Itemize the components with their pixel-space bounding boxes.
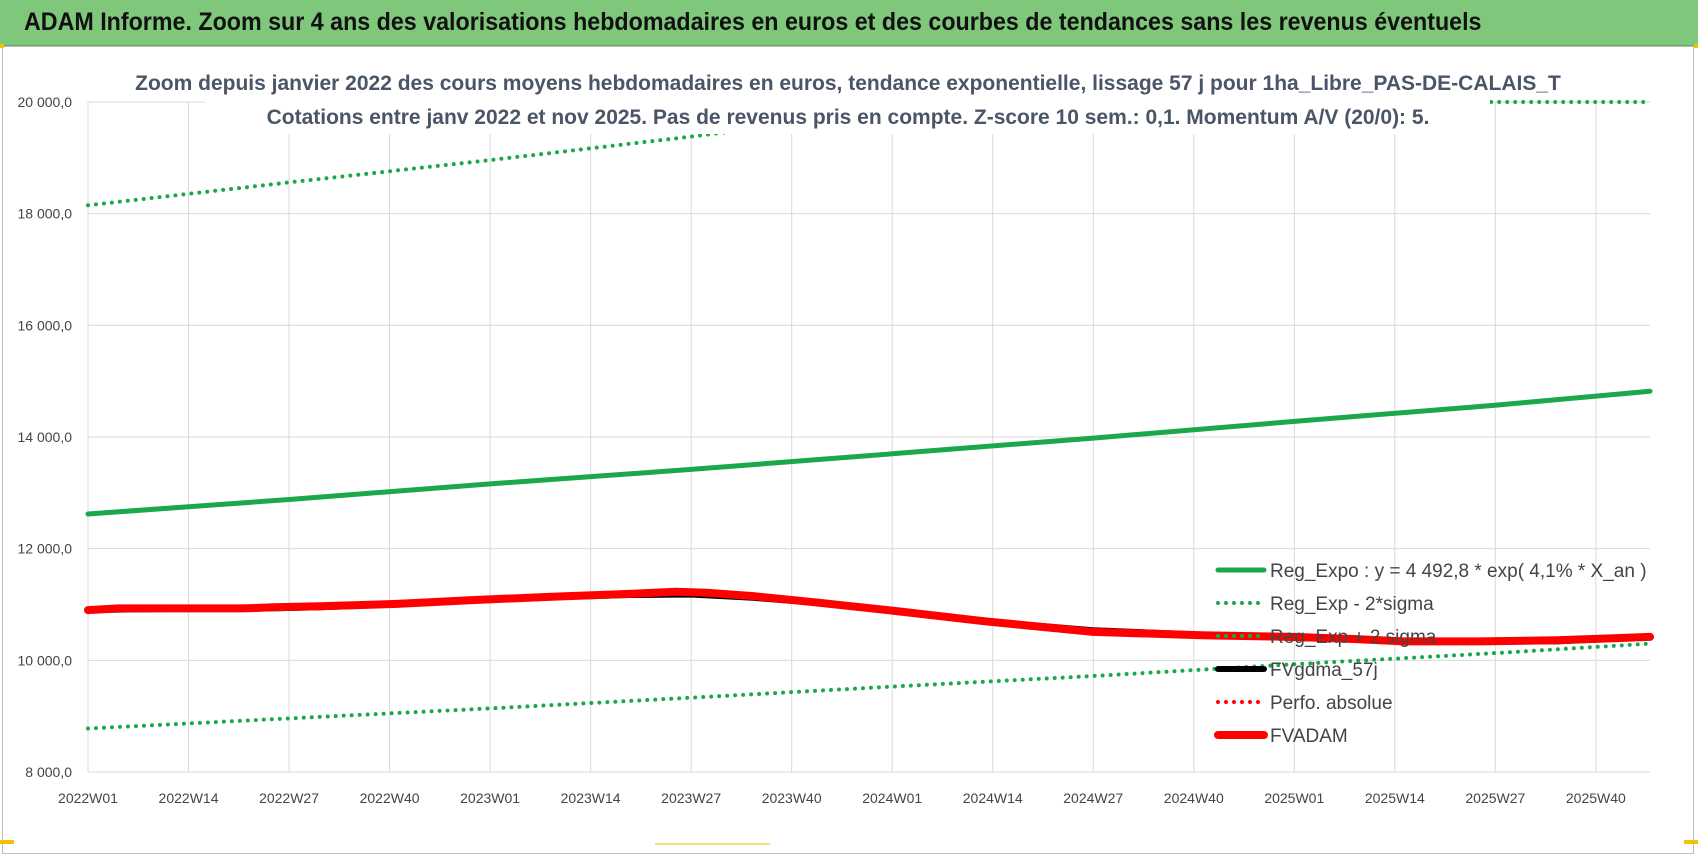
x-tick-label: 2023W40 <box>762 790 822 806</box>
x-tick-label: 2023W27 <box>661 790 721 806</box>
y-tick-label: 12 000,0 <box>18 541 73 557</box>
corner-marker-tr <box>1694 44 1698 48</box>
y-tick-label: 10 000,0 <box>18 652 73 668</box>
legend-label-2: Reg_Exp + 2 sigma <box>1270 627 1437 648</box>
legend-label-4: Perfo. absolue <box>1270 693 1393 714</box>
series-line-1 <box>86 641 1652 731</box>
corner-marker-bottom <box>655 843 770 845</box>
x-tick-label: 2024W40 <box>1164 790 1224 806</box>
series-lines <box>84 100 1654 731</box>
x-tick-label: 2022W01 <box>58 790 118 806</box>
legend-label-3: FVgdma_57j <box>1270 660 1378 681</box>
y-tick-label: 8 000,0 <box>25 764 72 780</box>
x-tick-label: 2025W40 <box>1566 790 1626 806</box>
corner-marker-tl <box>0 44 4 48</box>
series-line-5 <box>84 587 1654 646</box>
x-tick-label: 2024W01 <box>862 790 922 806</box>
legend-label-1: Reg_Exp - 2*sigma <box>1270 594 1434 615</box>
legend-label-0: Reg_Expo : y = 4 492,8 * exp( 4,1% * X_a… <box>1270 561 1647 582</box>
chart-frame <box>2 46 1694 854</box>
chart-title-line-2: Cotations entre janv 2022 et nov 2025. P… <box>267 106 1430 129</box>
chart-title-line-1: Zoom depuis janvier 2022 des cours moyen… <box>135 72 1561 95</box>
y-tick-label: 18 000,0 <box>18 206 73 222</box>
y-tick-label: 20 000,0 <box>18 94 73 110</box>
y-axis-ticks: 8 000,0 10 000,0 12 000,0 14 000,0 16 000,0 1… <box>18 94 73 780</box>
x-tick-label: 2025W14 <box>1365 790 1425 806</box>
legend: Reg_Expo : y = 4 492,8 * exp( 4,1% * X_a… <box>1214 561 1647 747</box>
report-banner: ADAM Informe. Zoom sur 4 ans des valoris… <box>0 0 1698 46</box>
x-tick-label: 2025W01 <box>1264 790 1324 806</box>
x-tick-label: 2024W14 <box>963 790 1023 806</box>
x-tick-label: 2025W27 <box>1465 790 1525 806</box>
series-line-0 <box>85 388 1653 517</box>
legend-label-5: FVADAM <box>1270 726 1348 747</box>
x-tick-label: 2022W27 <box>259 790 319 806</box>
chart-title-block: Zoom depuis janvier 2022 des cours moyen… <box>135 60 1561 134</box>
y-tick-label: 16 000,0 <box>18 317 73 333</box>
series-line-2 <box>86 100 1652 208</box>
grid-lines <box>87 101 1650 773</box>
corner-marker-br <box>1684 840 1698 844</box>
x-axis-ticks: 2022W01 2022W14 2022W27 2022W40 2023W01 2023W… <box>58 790 1626 806</box>
x-tick-label: 2024W27 <box>1063 790 1123 806</box>
x-tick-label: 2023W01 <box>460 790 520 806</box>
title-background <box>205 60 1490 134</box>
x-tick-label: 2022W40 <box>360 790 420 806</box>
y-tick-label: 14 000,0 <box>18 429 73 445</box>
x-tick-label: 2022W14 <box>159 790 219 806</box>
report-title: ADAM Informe. Zoom sur 4 ans des valoris… <box>24 8 1482 36</box>
x-tick-label: 2023W14 <box>561 790 621 806</box>
corner-marker-bl <box>0 840 14 844</box>
